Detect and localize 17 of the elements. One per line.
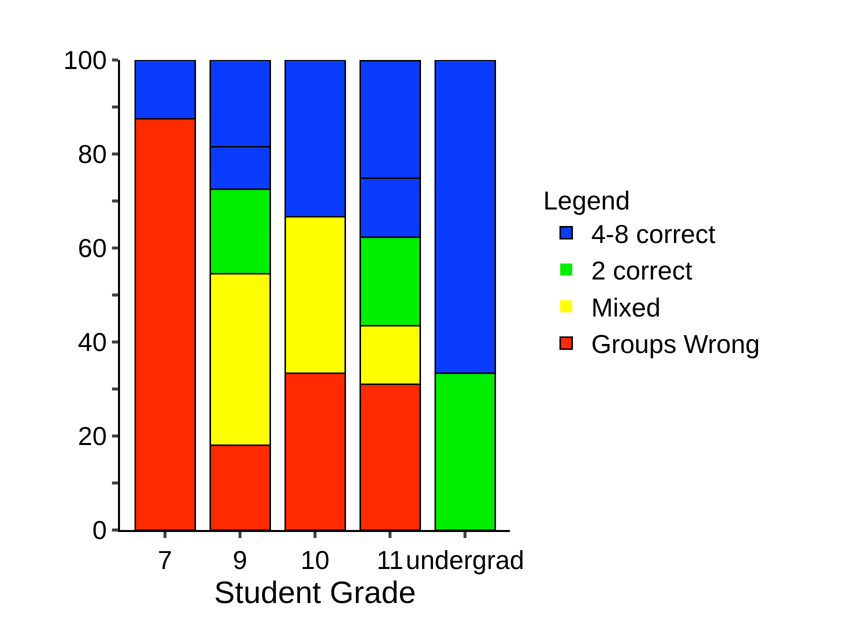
y-tick-label: 40: [78, 327, 107, 358]
legend-label: 4-8 correct: [591, 218, 716, 249]
y-tick-label: 80: [78, 139, 107, 170]
x-tick-label: 11: [376, 545, 404, 576]
legend-label: Mixed: [591, 292, 661, 322]
y-tick-label: 0: [92, 515, 107, 546]
y-tick-label: 60: [78, 233, 107, 264]
legend-label: Groups Wrong: [591, 329, 760, 360]
y-tick-label: 100: [63, 45, 107, 76]
x-tick-label: undergrad: [406, 545, 524, 576]
x-tick-label: 10: [300, 545, 330, 576]
x-tick-label: 7: [158, 545, 172, 576]
legend-label: 2 correct: [591, 256, 694, 286]
y-tick-label: 20: [78, 421, 107, 452]
x-tick-label: 9: [232, 545, 248, 576]
legend-title: Legend: [543, 185, 630, 216]
x-axis-title: Student Grade: [214, 575, 416, 610]
